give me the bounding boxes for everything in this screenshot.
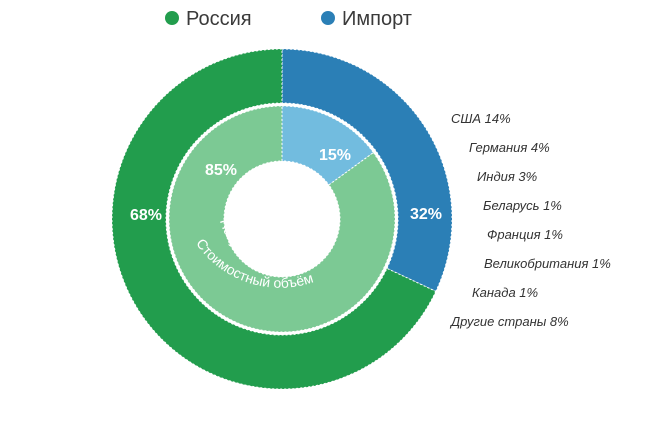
inner-import-pct: 15% bbox=[319, 147, 351, 164]
import-breakdown: США 14% Германия 4% Индия 3% Беларусь 1%… bbox=[449, 111, 611, 329]
legend-russia-swatch bbox=[165, 11, 179, 25]
outer-russia-slice bbox=[111, 48, 437, 390]
legend-russia-label: Россия bbox=[186, 8, 252, 30]
outer-import-pct: 32% bbox=[410, 206, 442, 223]
breakdown-label-belarus: Беларусь 1% bbox=[483, 198, 562, 213]
inner-russia-slice bbox=[168, 105, 396, 333]
breakdown-label-india: Индия 3% bbox=[477, 169, 537, 184]
legend: Россия Импорт bbox=[165, 8, 412, 30]
donut-slices bbox=[111, 48, 453, 390]
breakdown-label-canada: Канада 1% bbox=[472, 285, 538, 300]
outer-import-slice bbox=[281, 48, 453, 293]
inner-russia-pct: 85% bbox=[205, 162, 237, 179]
legend-import-swatch bbox=[321, 11, 335, 25]
breakdown-label-uk: Великобритания 1% bbox=[484, 256, 611, 271]
inner-import-slice bbox=[281, 105, 375, 186]
breakdown-label-france: Франция 1% bbox=[487, 227, 563, 242]
breakdown-label-other: Другие страны 8% bbox=[449, 314, 569, 329]
outer-russia-pct: 68% bbox=[130, 207, 162, 224]
legend-import-label: Импорт bbox=[342, 8, 412, 30]
breakdown-label-germany: Германия 4% bbox=[469, 140, 550, 155]
breakdown-label-usa: США 14% bbox=[451, 111, 511, 126]
